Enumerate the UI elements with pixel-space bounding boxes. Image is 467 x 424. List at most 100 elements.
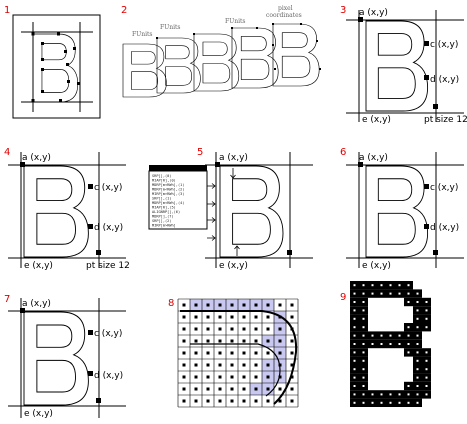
point-size-label: pt size 12: [424, 115, 467, 125]
glyph-outline-b: [23, 311, 89, 406]
label-d: d (x,y): [94, 371, 123, 381]
pixel-center-point: [353, 401, 356, 404]
right-arrow-icon: [207, 217, 216, 223]
hint-arrows: [207, 168, 240, 256]
label-d: d (x,y): [94, 223, 123, 233]
pixel-center-point: [416, 401, 419, 404]
control-point: [66, 63, 69, 66]
pixel-center-point: [278, 399, 282, 403]
pixel-center-point: [416, 292, 419, 295]
pixel-center-point: [407, 334, 410, 337]
pixel-center-point: [218, 399, 222, 403]
pixel-center-point: [353, 351, 356, 354]
panel-number-7: 7: [4, 294, 10, 305]
pixel-center-point: [182, 327, 186, 331]
label-a: a (x,y): [219, 153, 248, 163]
outline-points: [31, 32, 80, 102]
control-point: [41, 68, 44, 71]
control-point: [73, 47, 76, 50]
pixel-center-point: [182, 339, 186, 343]
label-e: e (x,y): [24, 409, 53, 419]
control-point: [64, 50, 67, 53]
point-c: [424, 184, 429, 189]
pixel-center-point: [371, 292, 374, 295]
pixel-center-point: [389, 292, 392, 295]
pixel-center-point: [425, 368, 428, 371]
glyph-outline-b: [365, 20, 429, 112]
pixel-center-point: [230, 399, 234, 403]
pixel-center-point: [290, 351, 294, 355]
pixel-center-point: [362, 343, 365, 345]
point-e: [433, 104, 438, 109]
point-e: [287, 250, 292, 255]
pixel-center-point: [242, 315, 246, 319]
down-arrow-icon: [230, 168, 236, 179]
point-d: [88, 224, 93, 229]
pixel-center-point: [218, 375, 222, 379]
pixel-center-point: [230, 303, 234, 307]
pixel-center-point: [194, 375, 198, 379]
pixel-center-point: [194, 363, 198, 367]
point-a: [20, 308, 25, 313]
pixel-center-point: [353, 393, 356, 396]
label-e: e (x,y): [219, 261, 248, 271]
instruction-line: MIRP[m>RWh],(3): [152, 192, 184, 196]
pixel-center-point: [230, 387, 234, 391]
instruction-line: MIAP[R],(5): [152, 206, 176, 210]
pixel-center-point: [254, 339, 258, 343]
panel-number-6: 6: [340, 147, 346, 158]
glyph-outline-b: [219, 165, 284, 258]
control-point: [274, 68, 276, 70]
label-c: c (x,y): [430, 183, 458, 193]
pixel-center-point: [182, 399, 186, 403]
glyph-outline-b-1: [122, 43, 167, 98]
pixel-center-point: [362, 292, 365, 295]
panel-number-2: 2: [121, 5, 127, 16]
pixel-center-point: [182, 363, 186, 367]
pixel-center-point: [362, 368, 365, 371]
pixel-center-point: [230, 339, 234, 343]
pixel-center-point: [290, 363, 294, 367]
pixel-center-point: [182, 315, 186, 319]
pixel-center-point: [218, 339, 222, 343]
right-arrow-icon: [207, 201, 216, 207]
up-arrow-icon: [234, 245, 240, 256]
pixel-center-point: [278, 351, 282, 355]
control-point: [31, 32, 35, 36]
pixel-center-point: [371, 334, 374, 337]
right-arrow-icon: [207, 235, 216, 241]
pixel-center-point: [407, 301, 410, 303]
pixel-center-point: [230, 363, 234, 367]
instruction-line: ALIGNRP[],(6): [152, 210, 180, 214]
pixel-center-point: [398, 393, 401, 396]
pixel-center-point: [362, 401, 365, 404]
point-e: [96, 250, 101, 255]
pixel-center-point: [182, 303, 186, 307]
instruction-line: MIAP[R],(0): [152, 179, 176, 183]
pixel-center-point: [242, 375, 246, 379]
pixel-center-point: [380, 343, 383, 345]
pixel-center-point: [194, 399, 198, 403]
pixel-center-point: [218, 327, 222, 331]
point-size-label: pt size 12: [86, 261, 130, 271]
label-c: c (x,y): [94, 183, 122, 193]
pixel-center-point: [407, 292, 410, 295]
label-a: a (x,y): [22, 153, 51, 163]
control-point: [77, 82, 80, 85]
outline-points: [156, 23, 321, 70]
pixel-center-point: [407, 401, 410, 404]
glyph-contour: [180, 310, 298, 405]
pixel-center-point: [206, 351, 210, 355]
point-c: [88, 184, 93, 189]
instruction-line: SRP[],(2): [152, 219, 171, 223]
pixel-center-point: [362, 309, 365, 312]
pixel-center-point: [266, 315, 270, 319]
point-c: [424, 41, 429, 46]
funits-label-3: FUnits: [225, 18, 246, 25]
label-c: c (x,y): [94, 329, 122, 339]
pixel-center-point: [266, 327, 270, 331]
pixel-center-point: [290, 399, 294, 403]
pixel-center-point: [425, 376, 428, 379]
label-d: d (x,y): [430, 223, 459, 233]
pixel-center-point: [353, 309, 356, 312]
